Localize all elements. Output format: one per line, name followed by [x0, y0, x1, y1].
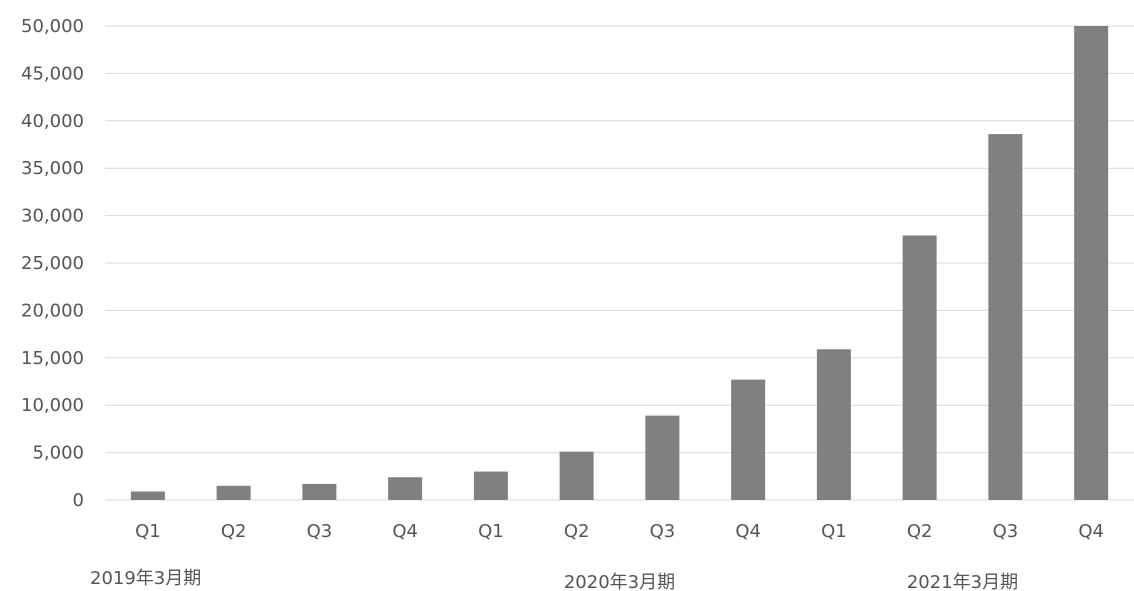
- y-tick-label: 30,000: [21, 206, 84, 227]
- bar: [216, 485, 251, 500]
- y-tick-label: 20,000: [21, 300, 84, 321]
- x-tick-label: Q1: [135, 521, 161, 542]
- bar: [302, 483, 337, 500]
- fiscal-period-label: 2021年3月期: [907, 572, 1018, 591]
- x-tick-label: Q3: [307, 521, 333, 542]
- bar: [645, 415, 680, 500]
- y-tick-label: 40,000: [21, 111, 84, 132]
- x-axis-tick-labels: Q1 Q2 Q3 Q4 Q1 Q2 Q3 Q4 Q1 Q2 Q3 Q4: [135, 521, 1104, 542]
- y-tick-label: 10,000: [21, 395, 84, 416]
- x-tick-label: Q2: [564, 521, 590, 542]
- y-tick-label: 35,000: [21, 158, 84, 179]
- x-tick-label: Q4: [1078, 521, 1104, 542]
- x-tick-label: Q1: [821, 521, 847, 542]
- bar: [988, 134, 1023, 500]
- grid-lines: [105, 25, 1134, 501]
- x-tick-label: Q4: [735, 521, 761, 542]
- y-tick-label: 45,000: [21, 63, 84, 84]
- y-tick-label: 0: [73, 490, 84, 511]
- x-tick-label: Q2: [221, 521, 247, 542]
- y-tick-label: 15,000: [21, 348, 84, 369]
- fiscal-period-label: 2019年3月期: [90, 568, 201, 589]
- bar: [902, 235, 937, 500]
- x-tick-label: Q2: [907, 521, 933, 542]
- x-tick-label: Q3: [650, 521, 676, 542]
- fiscal-period-labels: 2019年3月期 2020年3月期 2021年3月期: [90, 568, 1018, 591]
- x-tick-label: Q3: [993, 521, 1019, 542]
- fiscal-period-label: 2020年3月期: [564, 572, 675, 591]
- bar: [1074, 26, 1109, 500]
- bar: [731, 379, 766, 500]
- bar: [473, 471, 508, 500]
- bar: [130, 491, 165, 500]
- bar: [388, 477, 423, 500]
- y-tick-label: 5,000: [32, 443, 84, 464]
- x-tick-label: Q1: [478, 521, 504, 542]
- bars: [130, 26, 1109, 500]
- bar: [559, 451, 594, 500]
- y-tick-label: 50,000: [21, 16, 84, 37]
- bar: [816, 349, 851, 500]
- y-axis-tick-labels: 0 5,000 10,000 15,000 20,000 25,000 30,000 35,0…: [21, 16, 84, 511]
- y-tick-label: 25,000: [21, 253, 84, 274]
- x-tick-label: Q4: [392, 521, 418, 542]
